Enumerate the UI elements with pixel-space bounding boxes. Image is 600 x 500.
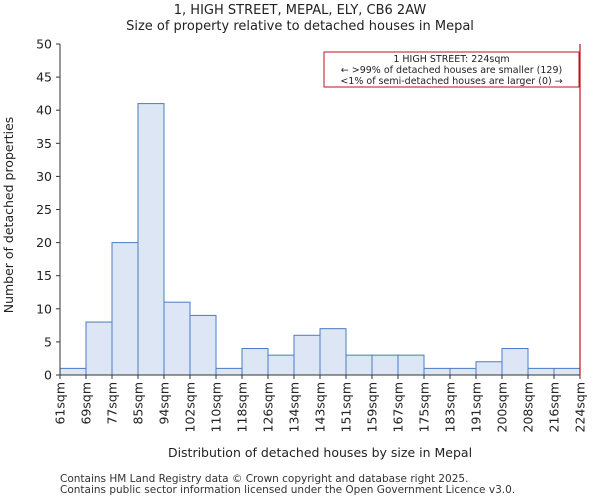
histogram-bar: [293, 334, 321, 376]
y-axis-label: Number of detached properties: [1, 117, 16, 314]
y-tick-label: 25: [36, 202, 52, 217]
x-tick-label: 102sqm: [183, 382, 198, 432]
x-tick-label: 175sqm: [417, 382, 432, 432]
x-axis-label: Distribution of detached houses by size …: [168, 445, 472, 460]
y-tick-label: 0: [44, 368, 52, 383]
histogram-bar: [267, 354, 295, 376]
footer-line-2: Contains public sector information licen…: [60, 484, 516, 496]
histogram-bar: [137, 103, 165, 376]
chart-subtitle: Size of property relative to detached ho…: [126, 19, 474, 34]
annotation-box: [323, 51, 580, 88]
y-tick-label: 50: [36, 37, 52, 52]
x-tick-label: 143sqm: [313, 382, 328, 432]
x-tick-label: 191sqm: [469, 382, 484, 432]
y-tick-label: 15: [36, 268, 52, 283]
x-tick-label: 110sqm: [209, 382, 224, 432]
chart-title: 1, HIGH STREET, MEPAL, ELY, CB6 2AW: [173, 3, 427, 18]
y-tick-label: 45: [36, 70, 52, 85]
histogram-bar: [111, 242, 139, 376]
x-tick-label: 126sqm: [261, 382, 276, 432]
x-tick-label: 134sqm: [287, 382, 302, 432]
histogram-bar: [345, 354, 373, 376]
y-tick-label: 20: [36, 235, 52, 250]
y-tick-label: 5: [44, 334, 52, 349]
histogram-bar: [241, 348, 269, 376]
x-tick-label: 216sqm: [547, 382, 562, 432]
histogram-bar: [397, 354, 425, 376]
x-tick-label: 94sqm: [157, 382, 172, 425]
annotation-text: 1 HIGH STREET: 224sqm: [393, 54, 509, 65]
histogram-bar: [163, 301, 191, 376]
histogram-bar: [501, 348, 529, 376]
y-tick-label: 40: [36, 103, 52, 118]
y-tick-label: 35: [36, 136, 52, 151]
histogram-bar: [475, 361, 503, 376]
histogram-bar: [189, 314, 217, 376]
y-tick-label: 30: [36, 169, 52, 184]
x-tick-label: 183sqm: [443, 382, 458, 432]
x-tick-label: 69sqm: [79, 382, 94, 425]
histogram-bar: [215, 367, 243, 376]
histogram-bar: [553, 367, 581, 376]
y-tick-label: 10: [36, 301, 52, 316]
annotation-text: ← >99% of detached houses are smaller (1…: [341, 65, 562, 76]
footer-line-1: Contains HM Land Registry data © Crown c…: [60, 473, 469, 485]
x-tick-label: 200sqm: [495, 382, 510, 432]
x-tick-label: 167sqm: [391, 382, 406, 432]
histogram-bar: [319, 328, 347, 376]
histogram-bar: [423, 367, 451, 376]
histogram-bar: [527, 367, 555, 376]
annotation-text: <1% of semi-detached houses are larger (…: [340, 76, 562, 87]
histogram-bar: [371, 354, 399, 376]
x-tick-label: 77sqm: [105, 382, 120, 425]
histogram-bar: [449, 367, 477, 376]
x-tick-label: 61sqm: [53, 382, 68, 425]
x-tick-label: 118sqm: [235, 382, 250, 432]
x-tick-label: 151sqm: [339, 382, 354, 432]
x-tick-label: 208sqm: [521, 382, 536, 432]
x-tick-label: 159sqm: [365, 382, 380, 432]
x-tick-label: 224sqm: [573, 382, 588, 432]
histogram-bar: [59, 367, 87, 376]
histogram-bar: [85, 321, 113, 376]
x-tick-label: 85sqm: [131, 382, 146, 425]
